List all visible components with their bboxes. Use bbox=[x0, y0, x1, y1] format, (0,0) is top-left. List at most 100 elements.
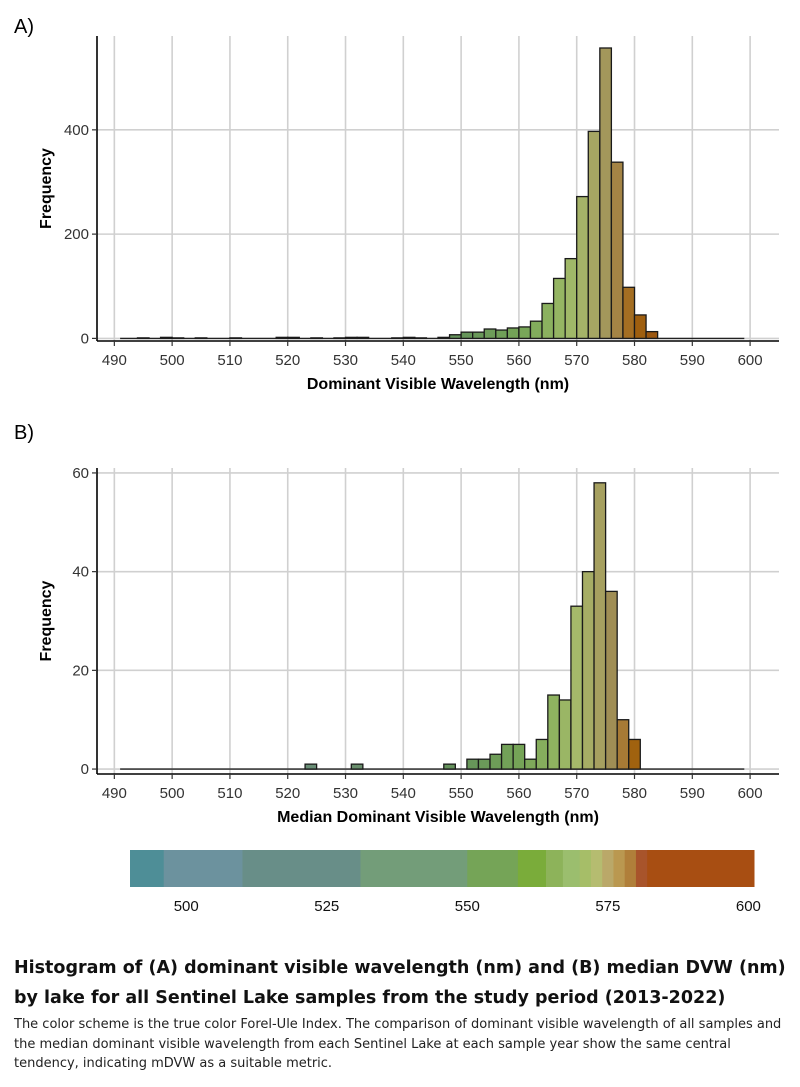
histogram-bar bbox=[414, 337, 428, 340]
x-tick-label: 550 bbox=[449, 785, 474, 802]
histogram-bar bbox=[576, 195, 589, 340]
histogram-bar bbox=[500, 743, 514, 770]
colorbar-segment bbox=[130, 850, 165, 887]
y-tick-label: 0 bbox=[81, 761, 89, 778]
histogram-bar bbox=[344, 336, 358, 340]
x-tick-label: 500 bbox=[160, 352, 185, 369]
histogram-bar bbox=[570, 605, 584, 770]
histogram-bar bbox=[333, 337, 347, 340]
colorbar-tick-label: 550 bbox=[455, 898, 480, 915]
x-tick-label: 570 bbox=[564, 785, 589, 802]
histogram-bar bbox=[604, 590, 618, 770]
x-tick-label: 490 bbox=[102, 785, 127, 802]
x-axis-title: Dominant Visible Wavelength (nm) bbox=[307, 376, 569, 393]
panel-b-label: B) bbox=[14, 422, 34, 444]
colorbar-segment bbox=[242, 850, 361, 887]
x-tick-label: 530 bbox=[333, 352, 358, 369]
colorbar-segment bbox=[613, 850, 626, 887]
x-tick-label: 590 bbox=[680, 352, 705, 369]
histogram-bar bbox=[489, 753, 503, 770]
histogram-bar bbox=[443, 763, 456, 770]
histogram-bar bbox=[529, 320, 543, 340]
x-tick-label: 560 bbox=[506, 785, 531, 802]
histogram-bar bbox=[587, 130, 601, 340]
colorbar-tick-label: 600 bbox=[736, 898, 761, 915]
histogram-bar bbox=[402, 336, 416, 340]
y-axis-title: Frequency bbox=[38, 148, 55, 229]
y-axis-title: Frequency bbox=[38, 580, 55, 661]
histogram-bar bbox=[495, 329, 509, 340]
histogram-bar bbox=[304, 763, 318, 770]
histogram-bar bbox=[535, 738, 549, 770]
histogram-bar bbox=[483, 328, 497, 340]
x-tick-label: 560 bbox=[506, 352, 531, 369]
x-tick-label: 500 bbox=[160, 785, 185, 802]
colorbar-segment bbox=[360, 850, 468, 887]
x-tick-label: 520 bbox=[275, 352, 300, 369]
colorbar-segment bbox=[163, 850, 243, 887]
histogram-bar bbox=[633, 314, 647, 340]
histogram-bar bbox=[610, 161, 624, 340]
histogram-bar bbox=[645, 330, 659, 340]
x-tick-label: 580 bbox=[622, 785, 647, 802]
colorbar-segment bbox=[602, 850, 614, 887]
histogram-bar bbox=[171, 337, 185, 340]
y-tick-label: 40 bbox=[72, 564, 89, 581]
histogram-bar bbox=[159, 336, 173, 340]
histogram-bar bbox=[136, 337, 150, 340]
caption-body: The color scheme is the true color Forel… bbox=[14, 1017, 782, 1071]
histogram-bar bbox=[599, 47, 613, 340]
x-tick-label: 550 bbox=[449, 352, 474, 369]
colorbar-segment bbox=[467, 850, 519, 887]
x-tick-label: 600 bbox=[738, 352, 763, 369]
x-tick-label: 600 bbox=[738, 785, 763, 802]
histogram-bar bbox=[287, 336, 300, 340]
colorbar-tick-label: 500 bbox=[174, 898, 199, 915]
histogram-bar bbox=[547, 694, 561, 770]
forel-ule-colorbar: 500 525 550 575 600 bbox=[130, 850, 761, 915]
y-tick-label: 60 bbox=[72, 465, 89, 482]
x-tick-label: 540 bbox=[391, 352, 416, 369]
histogram-bar bbox=[466, 758, 480, 770]
histogram-bar bbox=[593, 482, 607, 770]
x-tick-label: 530 bbox=[333, 785, 358, 802]
x-tick-label: 490 bbox=[102, 352, 127, 369]
colorbar-segment bbox=[562, 850, 581, 887]
histogram-bar bbox=[472, 331, 485, 340]
histogram-bar bbox=[391, 337, 404, 340]
histogram-bar bbox=[310, 337, 324, 340]
panel-a-label: A) bbox=[14, 16, 34, 38]
histogram-bar bbox=[518, 326, 532, 340]
histogram-bar bbox=[477, 758, 491, 770]
x-tick-label: 540 bbox=[391, 785, 416, 802]
colorbar-tick-label: 575 bbox=[595, 898, 620, 915]
x-tick-label: 580 bbox=[622, 352, 647, 369]
histogram-bar bbox=[558, 699, 572, 770]
x-axis-title: Median Dominant Visible Wavelength (nm) bbox=[277, 809, 599, 826]
colorbar-segment bbox=[635, 850, 648, 887]
y-tick-label: 0 bbox=[81, 330, 89, 347]
colorbar-tick-label: 525 bbox=[314, 898, 339, 915]
histogram-bar bbox=[350, 763, 364, 770]
histogram-bar bbox=[460, 331, 474, 340]
histogram-bar bbox=[194, 337, 208, 340]
histogram-bar bbox=[552, 277, 566, 340]
colorbar-segment bbox=[590, 850, 603, 887]
histogram-b: 490 500 510 520 530 540 550 560 570 580 590 600 0 20 4… bbox=[38, 465, 779, 826]
x-tick-label: 520 bbox=[275, 785, 300, 802]
histogram-bar bbox=[448, 334, 462, 340]
histogram-bar bbox=[541, 302, 555, 340]
x-tick-label: 590 bbox=[680, 785, 705, 802]
histogram-a: 490 500 510 520 530 540 550 560 570 580 590 600 0 200… bbox=[38, 36, 779, 393]
histogram-bar bbox=[437, 336, 451, 340]
caption-title: Histogram of (A) dominant visible wavele… bbox=[14, 958, 786, 1008]
y-tick-label: 400 bbox=[64, 122, 89, 139]
colorbar-segment bbox=[624, 850, 637, 887]
histogram-bar bbox=[616, 719, 630, 770]
histogram-bar bbox=[564, 257, 578, 340]
x-tick-label: 570 bbox=[564, 352, 589, 369]
histogram-bar bbox=[524, 758, 537, 770]
histogram-bar bbox=[512, 743, 526, 770]
y-tick-label: 20 bbox=[72, 662, 89, 679]
histogram-bar bbox=[622, 286, 636, 340]
